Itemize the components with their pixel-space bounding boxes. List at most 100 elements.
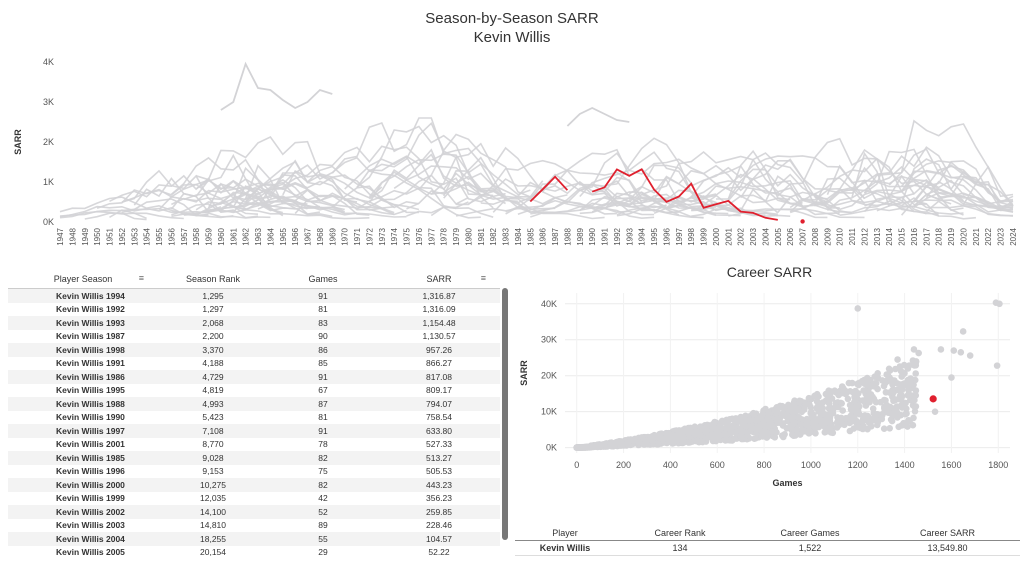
background-point — [643, 437, 651, 445]
sort-icon[interactable]: ≡ — [480, 273, 486, 283]
table-row[interactable]: Kevin Willis 1996 9,153 75 505.53 — [8, 465, 500, 479]
table-row[interactable]: Kevin Willis 2004 18,255 55 104.57 — [8, 532, 500, 546]
cell-season-rank: 4,729 — [202, 371, 224, 382]
x-tick-label: 1953 — [130, 227, 139, 245]
header-player-season[interactable]: Player Season ≡ — [53, 273, 144, 284]
table-row[interactable]: Kevin Willis 2001 8,770 78 527.33 — [8, 438, 500, 452]
x-tick-label: 2002 — [737, 227, 746, 245]
y-tick-label: 30K — [541, 335, 557, 345]
table-row[interactable]: Kevin Willis 2000 10,275 82 443.23 — [8, 478, 500, 492]
cell-games: 78 — [318, 439, 328, 450]
header-career-sarr[interactable]: Career SARR — [919, 528, 975, 538]
table-scrollbar[interactable] — [502, 288, 508, 540]
career-scatter-chart[interactable]: 0K 10K 20K 30K 40K 0 200 400 600 800 1000 1200 1400 1… — [515, 285, 1024, 495]
y-tick-label: 4K — [43, 57, 54, 67]
cell-sarr: 1,316.87 — [422, 290, 456, 301]
background-point — [745, 416, 753, 424]
table-row[interactable]: Kevin Willis 2003 14,810 89 228.46 — [8, 519, 500, 533]
background-point — [888, 417, 896, 425]
cell-games: 55 — [318, 533, 328, 544]
background-point — [726, 416, 733, 423]
x-tick-label: 1951 — [106, 227, 115, 245]
table-row[interactable]: Kevin Willis 1997 7,108 91 633.80 — [8, 424, 500, 438]
background-point — [752, 434, 760, 442]
table-row[interactable]: Kevin Willis 1998 3,370 86 957.26 — [8, 343, 500, 357]
background-point — [666, 437, 674, 444]
x-tick-label: 1995 — [650, 227, 659, 245]
career-table-row[interactable]: Kevin Willis 134 1,522 13,549.80 — [515, 541, 1020, 556]
x-tick-label: 1952 — [118, 227, 127, 245]
table-row[interactable]: Kevin Willis 1992 1,297 81 1,316.09 — [8, 303, 500, 317]
x-tick-label: 1000 — [801, 460, 821, 470]
background-point — [912, 370, 919, 377]
background-line — [331, 117, 531, 196]
table-row[interactable]: Kevin Willis 1988 4,993 87 794.07 — [8, 397, 500, 411]
table-row[interactable]: Kevin Willis 1993 2,068 83 1,154.48 — [8, 316, 500, 330]
cell-games: 91 — [318, 290, 328, 301]
header-season-rank[interactable]: Season Rank — [185, 274, 241, 284]
background-line — [170, 179, 284, 214]
y-tick-label: 2K — [43, 137, 54, 147]
header-games[interactable]: Games — [308, 274, 338, 284]
background-line — [406, 206, 481, 219]
x-tick-label: 1984 — [514, 227, 523, 245]
background-point — [959, 328, 967, 335]
table-row[interactable]: Kevin Willis 1994 1,295 91 1,316.87 — [8, 289, 500, 303]
background-line — [244, 164, 284, 205]
table-row[interactable]: Kevin Willis 1991 4,188 85 866.27 — [8, 357, 500, 371]
background-point — [902, 410, 909, 418]
background-point — [912, 403, 920, 410]
cell-sarr: 1,130.57 — [422, 331, 456, 342]
cell-sarr: 1,316.09 — [422, 304, 456, 315]
background-line — [282, 145, 506, 203]
table-row[interactable]: Kevin Willis 1999 12,035 42 356.23 — [8, 492, 500, 506]
x-tick-label: 800 — [757, 460, 772, 470]
x-axis-title: Games — [772, 478, 802, 488]
cell-sarr: 513.27 — [426, 452, 452, 463]
x-tick-label: 1948 — [68, 227, 77, 245]
cell-player-season: Kevin Willis 2000 — [56, 479, 125, 490]
x-tick-label: 1400 — [895, 460, 915, 470]
x-tick-label: 1985 — [526, 227, 535, 245]
header-sarr[interactable]: SARR ≡ — [426, 273, 486, 284]
background-line — [195, 135, 383, 199]
table-row[interactable]: Kevin Willis 1987 2,200 90 1,130.57 — [8, 330, 500, 344]
background-point — [874, 385, 881, 393]
table-row[interactable]: Kevin Willis 2005 20,154 29 52.22 — [8, 546, 500, 560]
cell-season-rank: 3,370 — [202, 344, 224, 355]
x-tick-label: 2020 — [959, 227, 968, 245]
table-row[interactable]: Kevin Willis 2002 14,100 52 259.85 — [8, 505, 500, 519]
background-line — [764, 175, 804, 208]
sort-icon[interactable]: ≡ — [138, 273, 144, 283]
background-line — [864, 148, 952, 198]
cell-player-season: Kevin Willis 1997 — [56, 425, 125, 436]
table-row[interactable]: Kevin Willis 1986 4,729 91 817.08 — [8, 370, 500, 384]
table-row[interactable]: Kevin Willis 1985 9,028 82 513.27 — [8, 451, 500, 465]
background-point — [905, 391, 913, 398]
background-point — [692, 428, 700, 435]
x-tick-label: 1962 — [242, 227, 251, 245]
background-point — [893, 408, 901, 416]
y-tick-label: 20K — [541, 371, 557, 381]
background-line — [530, 203, 704, 219]
x-tick-label: 2007 — [799, 227, 808, 245]
x-tick-label: 2024 — [1009, 227, 1018, 245]
cell-season-rank: 2,068 — [202, 317, 224, 328]
background-line — [59, 210, 184, 220]
background-point — [900, 403, 908, 411]
table-row[interactable]: Kevin Willis 1995 4,819 67 809.17 — [8, 384, 500, 398]
x-tick-label: 1975 — [403, 227, 412, 245]
table-row[interactable]: Kevin Willis 1990 5,423 81 758.54 — [8, 411, 500, 425]
header-career-games[interactable]: Career Games — [780, 528, 840, 538]
cell-career-rank: 134 — [672, 543, 688, 553]
cell-season-rank: 20,154 — [200, 547, 226, 558]
x-tick-label: 1981 — [477, 227, 486, 245]
header-career-rank[interactable]: Career Rank — [654, 528, 706, 538]
background-line — [950, 176, 1014, 207]
header-player[interactable]: Player — [552, 528, 578, 538]
background-point — [601, 441, 608, 448]
x-tick-label: 2012 — [860, 227, 869, 245]
x-tick-label: 1993 — [625, 227, 634, 245]
cell-games: 89 — [318, 520, 328, 531]
